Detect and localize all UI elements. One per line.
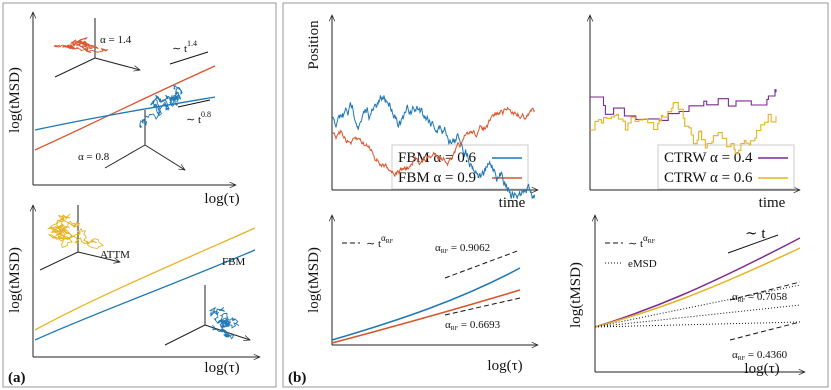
- annotation: ATTM: [100, 249, 130, 261]
- annotation: ∼ t0.8: [186, 110, 211, 126]
- panel-b-box: [282, 2, 829, 388]
- curve: [34, 227, 256, 331]
- fit-line: [605, 242, 801, 341]
- curve: [331, 267, 521, 341]
- trajectory: [53, 36, 108, 54]
- legend: CTRW α = 0.4 CTRW α = 0.6: [657, 144, 795, 190]
- legend-text: CTRW α = 0.6: [664, 170, 753, 186]
- annotation: αRF = 0.4360: [732, 349, 788, 362]
- emsd-line: [594, 284, 801, 328]
- trajectory: [209, 307, 240, 340]
- t: RF: [441, 249, 449, 255]
- fit-line: [342, 242, 521, 316]
- curve: [34, 96, 216, 131]
- annotation: ∼ t1.4: [172, 39, 197, 55]
- slope-line: [169, 51, 211, 108]
- y-label: log(tMSD): [306, 247, 322, 313]
- legend-text: ∼ tαRF: [628, 233, 656, 250]
- annotation: αRF = 0.7058: [732, 291, 788, 304]
- panel-label: (b): [288, 370, 306, 386]
- t: 1.4: [187, 39, 197, 48]
- curve: [34, 249, 256, 341]
- legend-text: CTRW α = 0.4: [664, 150, 753, 166]
- annotation: αRF = 0.9062: [435, 242, 490, 255]
- y-label: log(tMSD): [7, 67, 23, 133]
- slope-line: [727, 234, 779, 254]
- panel-label: (a): [8, 370, 26, 386]
- curve: [331, 289, 521, 344]
- t: α: [445, 319, 451, 331]
- trajectory: [139, 84, 183, 129]
- t: α: [435, 242, 441, 254]
- t: RF: [451, 326, 459, 332]
- t: ∼ t: [366, 238, 381, 250]
- trajectory: [590, 102, 777, 155]
- curve: [594, 247, 801, 328]
- x-label: log(τ): [487, 358, 522, 374]
- t: ∼ t: [628, 238, 643, 250]
- x-label: time: [499, 195, 526, 211]
- t: 0.8: [201, 110, 211, 119]
- t: ∼ t: [172, 43, 187, 55]
- t: = 0.6693: [458, 319, 500, 331]
- x-label: log(τ): [744, 361, 779, 377]
- legend-text: ∼ tαRF: [366, 233, 394, 250]
- y-label: log(tMSD): [7, 247, 23, 313]
- x-label: log(τ): [204, 360, 239, 376]
- trajectory: [332, 106, 536, 178]
- curve: [34, 65, 216, 151]
- t: α: [732, 349, 738, 361]
- x-label: log(τ): [204, 191, 239, 207]
- t: = 0.4360: [745, 349, 787, 361]
- x-label: time: [759, 195, 786, 211]
- t: RF: [648, 239, 656, 245]
- panel-a-box: [2, 2, 277, 388]
- trajectory: [46, 214, 104, 249]
- curve: [594, 237, 801, 328]
- trajectory: [332, 95, 536, 200]
- t: RF: [738, 298, 746, 304]
- t: α: [381, 233, 386, 243]
- annotation: αRF = 0.6693: [445, 319, 501, 332]
- t: ∼ t: [186, 114, 201, 126]
- t: = 0.9062: [448, 242, 490, 254]
- axes-3d: [164, 285, 250, 345]
- t: RF: [738, 356, 746, 362]
- legend-text: FBM α = 0.9: [398, 170, 476, 186]
- annotation: FBM: [222, 256, 245, 268]
- t: RF: [386, 239, 394, 245]
- axes-3d: [104, 110, 185, 170]
- annotation: α = 1.4: [100, 34, 132, 46]
- t: α: [732, 291, 738, 303]
- legend-box: [391, 144, 529, 190]
- trajectory: [590, 89, 777, 121]
- y-label: log(tMSD): [568, 262, 584, 328]
- legend-box: [657, 144, 795, 190]
- annotation: α = 0.8: [78, 151, 110, 163]
- annotation: ∼ t: [745, 226, 766, 242]
- y-label: Position: [306, 20, 322, 70]
- axes-3d: [39, 205, 120, 271]
- t: = 0.7058: [745, 291, 787, 303]
- t: α: [643, 233, 648, 243]
- legend-text: eMSD: [628, 258, 657, 270]
